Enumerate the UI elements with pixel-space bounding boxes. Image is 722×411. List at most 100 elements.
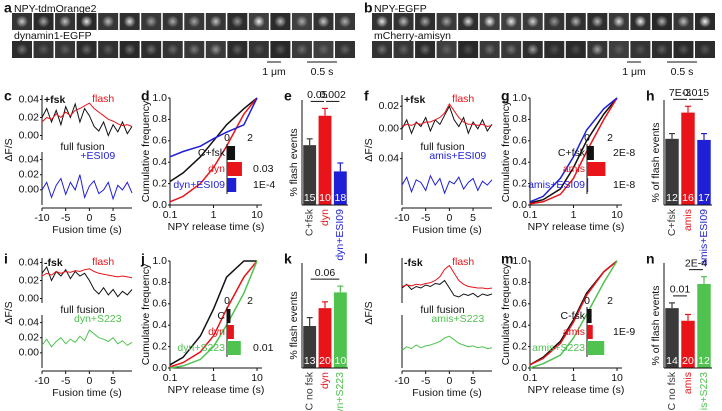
image-spot [376,15,388,28]
y-tick-label: 0.04 [379,152,400,164]
image-spot [505,43,518,56]
series-label: full fusion [60,141,105,153]
y-tick-label: 0.2 [152,177,167,189]
y-tick-label: 1.0 [512,92,527,104]
image-spot [339,43,351,56]
p-value: 0.01 [253,342,274,354]
series-label: amis+ESI09 [429,150,486,162]
inset-tick-label: 0 [584,132,590,144]
image-spot [145,43,158,56]
x-tick-label: 0 [446,212,452,224]
x-axis-label: Fusion time (s) [412,224,481,236]
series-label: flash [92,256,114,268]
x-tick-label: -10 [34,212,49,224]
y-axis-label: % of flash events [650,123,662,203]
image-spot [209,15,222,28]
panel-letter: f [364,88,369,104]
x-tick-label: 10 [611,209,623,221]
scale-label: 0.5 s [671,66,694,78]
image-spot [699,15,711,28]
p-value: 1E-8 [613,179,635,191]
x-tick-label: 0 [86,375,92,387]
trace-line [401,335,493,351]
image-spot [483,43,496,56]
scale-label: 1 μm [262,66,286,78]
image-spot [483,15,496,28]
x-tick-label: 5 [110,375,116,387]
image-spot [462,43,475,56]
image-spot [145,15,158,28]
series-label: amis+S223 [431,313,484,325]
channel-label: NPY-EGFP [374,3,427,15]
p-value: 0.03 [253,163,274,175]
image-spot [699,43,711,56]
y-tick-label: 0.8 [152,113,167,125]
x-tick-label: -10 [34,375,49,387]
inset-bar [587,325,593,339]
series-label: dyn+S223 [74,313,122,325]
image-spot [591,15,604,28]
panel-letter: e [284,88,292,104]
y-tick-label: 0.04 [19,316,40,328]
y-tick-label: 0.4 [512,319,527,331]
y-tick-label: 0.0 [152,199,167,211]
y-axis-label: Cumulative frequency [500,263,512,365]
x-tick-label: -10 [394,375,409,387]
panel-letter: d [141,88,150,104]
bar [333,292,347,368]
inset-bar [587,309,592,323]
y-axis-label: Cumulative frequency [140,263,152,365]
panel-letter: i [4,251,8,267]
y-tick-label: 0.4 [152,156,167,168]
legend-label: dyn+S223 [177,342,225,354]
category-label: amis+S223 [698,372,710,411]
y-tick-label: 0.8 [512,276,527,288]
bar [665,138,679,205]
image-spot [397,43,410,56]
series-label: full fusion [420,304,465,316]
image-spot [209,43,222,56]
category-label: amis [682,209,694,231]
image-spot [102,43,115,56]
trace-line [401,279,493,298]
image-spot [634,15,647,28]
series-label: full fusion [420,141,465,153]
category-label: C+fsk [303,208,315,236]
x-tick-label: 1 [211,372,217,384]
y-tick-label: 0.00 [379,123,400,135]
image-spot [37,15,50,28]
category-label: amis [682,372,694,394]
y-tick-label: 0.2 [512,340,527,352]
image-spot [102,15,115,28]
y-tick-label: 0.02 [19,274,40,286]
scale-label: 1 μm [622,66,646,78]
panel-letter: m [501,251,513,267]
image-spot [252,43,265,56]
y-tick-label: 0.02 [19,111,40,123]
x-tick-label: 1 [211,209,217,221]
x-tick-label: 10 [611,372,623,384]
n-label: 15 [304,192,316,204]
trace-line [401,264,493,290]
legend-label: amis [563,326,585,338]
image-spot [80,43,93,56]
y-axis-label: % flash events [288,291,300,359]
category-label: dyn [319,372,331,389]
trace-line [401,103,493,128]
category-label: amis+ESI09 [698,209,710,266]
inset-tick-label: 2 [247,295,253,307]
image-spot [16,43,28,56]
image-spot [655,43,668,56]
image-spot [274,15,287,28]
image-spot [419,15,432,28]
cumulative-line [529,260,618,369]
n-label: 17 [698,192,710,204]
category-label: C no fsk [666,371,678,410]
x-axis-label: NPY release time (s) [168,384,265,396]
image-spot [440,15,453,28]
n-label: 18 [334,192,346,204]
series-label: full fusion [60,304,105,316]
cumulative-line [169,260,258,369]
image-spot [231,43,244,56]
